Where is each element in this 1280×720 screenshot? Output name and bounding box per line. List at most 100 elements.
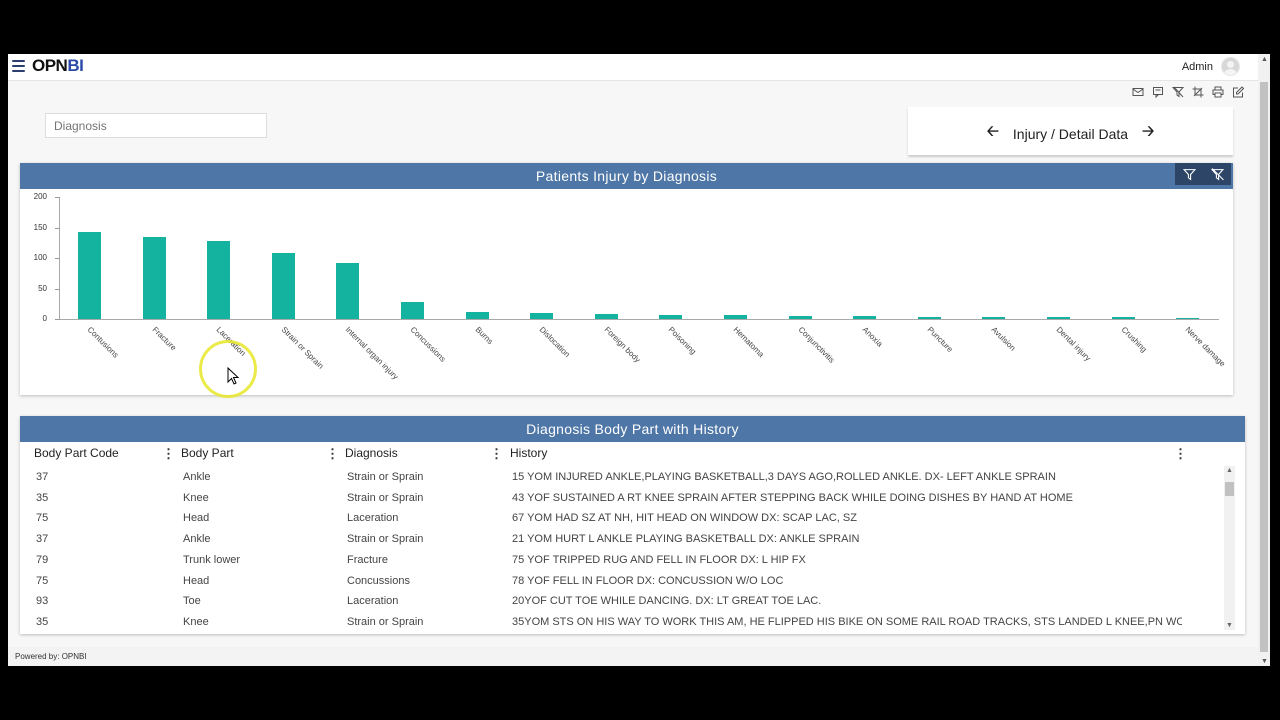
x-axis-label: Burns bbox=[473, 325, 495, 347]
cell-history: 20YOF CUT TOE WHILE DANCING. DX: LT GREA… bbox=[512, 595, 822, 608]
cell-body-part: Head bbox=[183, 574, 210, 587]
column-menu-icon[interactable]: ⋮ bbox=[490, 446, 503, 461]
diagnosis-filter-input[interactable] bbox=[45, 113, 267, 138]
x-axis-label: Crushing bbox=[1119, 325, 1149, 355]
toolbar bbox=[8, 81, 1258, 105]
filter-icon[interactable] bbox=[1182, 168, 1196, 181]
dashboard-content: 🡠 Injury / Detail Data 🡢 Patients Injury… bbox=[8, 105, 1258, 647]
x-axis-label: Fracture bbox=[150, 325, 178, 353]
y-tick-mark bbox=[55, 258, 60, 259]
column-header-history[interactable]: History bbox=[510, 446, 548, 460]
crop-icon[interactable] bbox=[1192, 86, 1204, 98]
chart-bar[interactable] bbox=[336, 262, 360, 319]
cell-history: 78 YOF FELL IN FLOOR DX: CONCUSSION W/O … bbox=[512, 574, 784, 587]
x-axis-label: Dental injury bbox=[1054, 325, 1093, 363]
column-header-diagnosis[interactable]: Diagnosis bbox=[345, 446, 398, 460]
filter-clear-icon[interactable] bbox=[1172, 86, 1184, 98]
chart-bar[interactable] bbox=[78, 231, 101, 319]
chart-bar[interactable] bbox=[788, 315, 812, 319]
table-panel: Diagnosis Body Part with History Body Pa… bbox=[20, 416, 1245, 634]
comment-icon[interactable] bbox=[1152, 86, 1164, 98]
cell-diagnosis: Laceration bbox=[347, 595, 399, 608]
table-row[interactable]: 37 Ankle Strain or Sprain 15 YOM INJURED AN… bbox=[20, 471, 1225, 491]
cell-body-part-code: 35 bbox=[36, 615, 49, 628]
table-row[interactable]: 37 Ankle Strain or Sprain 21 YOM HURT L ANK… bbox=[20, 533, 1225, 553]
y-tick-label: 100 bbox=[33, 253, 47, 262]
chart-bar[interactable] bbox=[207, 240, 231, 319]
table-row[interactable]: 35 Knee Strain or Sprain 35YOM STS ON HIS W… bbox=[20, 616, 1225, 636]
print-icon[interactable] bbox=[1212, 86, 1224, 98]
scroll-up-icon[interactable]: ▲ bbox=[1226, 467, 1233, 474]
x-axis-label: Poisoning bbox=[667, 325, 699, 357]
cell-body-part-code: 37 bbox=[36, 471, 49, 483]
scrollbar-thumb[interactable] bbox=[1225, 482, 1234, 496]
filter-clear-icon[interactable] bbox=[1210, 167, 1224, 181]
chart-bar[interactable] bbox=[401, 301, 424, 319]
cell-diagnosis: Strain or Sprain bbox=[347, 471, 424, 483]
column-menu-icon[interactable]: ⋮ bbox=[326, 446, 339, 461]
cell-body-part-code: 79 bbox=[36, 553, 49, 566]
cell-body-part: Head bbox=[183, 512, 210, 525]
table-row[interactable]: 75 Head Concussions 78 YOF FELL IN FLOOR DX… bbox=[20, 575, 1225, 595]
arrow-right-icon[interactable]: 🡢 bbox=[1142, 123, 1155, 140]
cell-body-part-code: 75 bbox=[36, 574, 49, 587]
x-axis-label: Contusions bbox=[85, 325, 121, 360]
table-row[interactable]: 35 Knee Strain or Sprain 43 YOF SUSTAINED A… bbox=[20, 492, 1225, 512]
scroll-down-icon[interactable]: ▼ bbox=[1226, 622, 1233, 629]
cell-history: 43 YOF SUSTAINED A RT KNEE SPRAIN AFTER … bbox=[512, 491, 1073, 504]
chart-bar[interactable] bbox=[142, 237, 166, 319]
x-axis-label: Internal organ injury bbox=[344, 325, 401, 382]
chart-bar[interactable] bbox=[724, 314, 747, 319]
chart-bar[interactable] bbox=[271, 253, 295, 319]
chart-bar[interactable] bbox=[659, 314, 683, 319]
x-axis-label: Anoxia bbox=[860, 325, 885, 349]
chart-bar[interactable] bbox=[1111, 317, 1135, 319]
table-row[interactable]: 93 Toe Laceration 20YOF CUT TOE WHILE DANCI… bbox=[20, 595, 1225, 615]
x-axis-label: Puncture bbox=[925, 325, 955, 355]
table-scrollbar[interactable]: ▲ ▼ bbox=[1224, 466, 1235, 630]
scroll-up-icon[interactable]: ▲ bbox=[1261, 56, 1268, 63]
cell-body-part-code: 75 bbox=[36, 512, 49, 525]
column-menu-icon[interactable]: ⋮ bbox=[162, 446, 175, 461]
arrow-left-icon[interactable]: 🡠 bbox=[986, 123, 999, 140]
scroll-down-icon[interactable]: ▼ bbox=[1261, 658, 1268, 665]
chart-title: Patients Injury by Diagnosis bbox=[20, 163, 1233, 189]
top-bar: OPNBI Admin bbox=[8, 54, 1258, 81]
avatar[interactable] bbox=[1221, 57, 1240, 76]
cell-body-part: Ankle bbox=[183, 533, 211, 546]
cell-history: 21 YOM HURT L ANKLE PLAYING BASKETBALL D… bbox=[512, 533, 860, 546]
x-axis-label: Strain or Sprain bbox=[279, 325, 326, 371]
chart-bar[interactable] bbox=[853, 315, 877, 319]
column-header-body-part-code[interactable]: Body Part Code bbox=[34, 446, 119, 460]
chart-bar[interactable] bbox=[1047, 317, 1070, 319]
edit-icon[interactable] bbox=[1232, 86, 1244, 98]
logo-text-dark: OPN bbox=[32, 56, 68, 75]
column-menu-icon[interactable]: ⋮ bbox=[1174, 446, 1187, 461]
page-scrollbar[interactable]: ▲ ▼ bbox=[1258, 54, 1270, 666]
table-row[interactable]: 75 Head Laceration 67 YOM HAD SZ AT NH, HIT… bbox=[20, 512, 1225, 532]
y-tick-label: 0 bbox=[42, 314, 47, 323]
chart-bar[interactable] bbox=[1176, 318, 1200, 319]
footer-text: Powered by: OPNBI bbox=[15, 652, 87, 661]
chart-bar[interactable] bbox=[594, 313, 618, 319]
chart-bar[interactable] bbox=[917, 316, 941, 319]
y-tick-mark bbox=[55, 227, 60, 229]
table-row[interactable]: 79 Trunk lower Fracture 75 YOF TRIPPED RUG … bbox=[20, 554, 1225, 574]
chart-bar[interactable] bbox=[982, 317, 1006, 319]
cell-diagnosis: Laceration bbox=[347, 512, 399, 525]
cell-history: 15 YOM INJURED ANKLE,PLAYING BASKETBALL,… bbox=[512, 471, 1056, 483]
scrollbar-thumb[interactable] bbox=[1260, 82, 1268, 652]
chart-bar[interactable] bbox=[465, 312, 489, 319]
y-tick-label: 50 bbox=[38, 283, 47, 293]
user-menu[interactable]: Admin bbox=[1182, 57, 1240, 76]
x-axis-label: Conjunctivitis bbox=[796, 325, 836, 365]
footer: Powered by: OPNBI bbox=[8, 647, 1258, 666]
bar-chart: 0 50 100 150 200 Contusions Fracture Laceration… bbox=[20, 189, 1233, 395]
cell-history: 67 YOM HAD SZ AT NH, HIT HEAD ON WINDOW … bbox=[512, 512, 857, 525]
cell-body-part-code: 93 bbox=[36, 595, 49, 608]
mail-icon[interactable] bbox=[1132, 86, 1144, 98]
chart-bar[interactable] bbox=[530, 312, 554, 319]
column-header-body-part[interactable]: Body Part bbox=[181, 446, 234, 460]
hamburger-menu-icon[interactable] bbox=[12, 60, 25, 72]
y-tick-mark bbox=[55, 319, 60, 320]
